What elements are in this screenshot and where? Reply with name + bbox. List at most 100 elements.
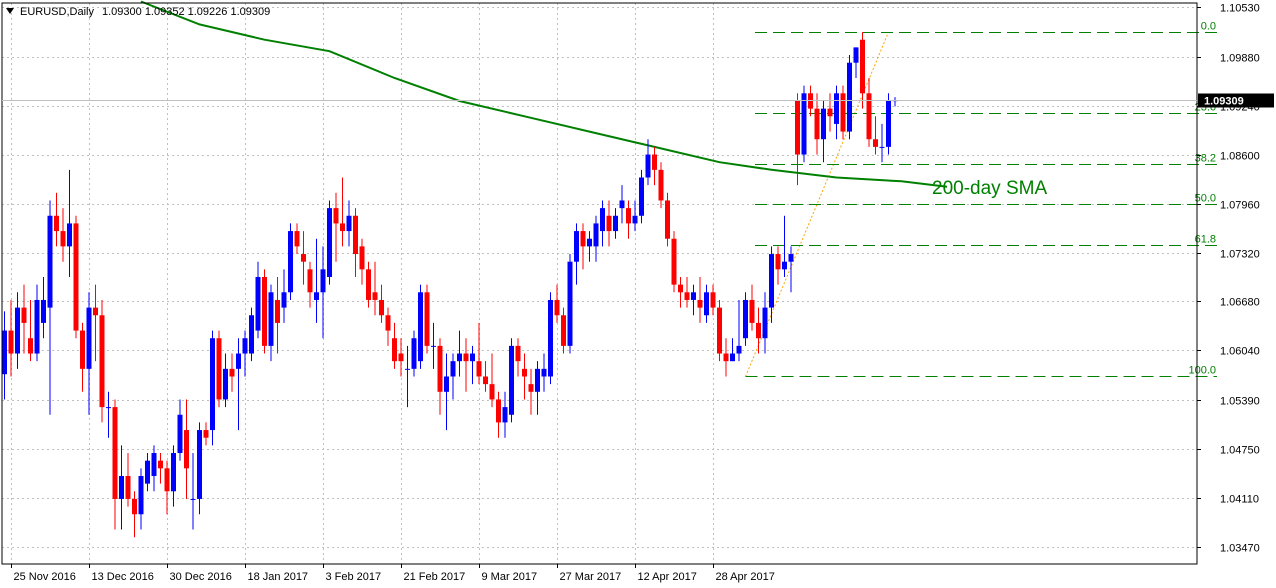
candle[interactable] xyxy=(574,223,579,285)
candle[interactable] xyxy=(548,292,553,385)
candle[interactable] xyxy=(535,361,540,415)
candle[interactable] xyxy=(268,284,274,362)
candle[interactable] xyxy=(795,93,800,186)
candle[interactable] xyxy=(613,208,618,239)
candle[interactable] xyxy=(710,284,716,316)
candle[interactable] xyxy=(431,322,436,369)
candle[interactable] xyxy=(736,299,742,362)
candle[interactable] xyxy=(704,284,709,323)
candle[interactable] xyxy=(353,208,358,277)
candle[interactable] xyxy=(86,292,92,415)
candle[interactable] xyxy=(41,276,46,339)
candle[interactable] xyxy=(717,299,722,362)
candle[interactable] xyxy=(60,208,66,262)
candle[interactable] xyxy=(788,246,794,293)
candle[interactable] xyxy=(249,307,254,362)
candle[interactable] xyxy=(255,261,261,339)
candle[interactable] xyxy=(892,97,898,107)
candle[interactable] xyxy=(749,284,755,331)
candle[interactable] xyxy=(203,422,209,446)
candle[interactable] xyxy=(379,284,384,323)
candle[interactable] xyxy=(821,100,826,163)
candle[interactable] xyxy=(359,238,365,285)
candle[interactable] xyxy=(840,85,846,140)
candle[interactable] xyxy=(561,307,566,354)
candle[interactable] xyxy=(411,330,417,377)
candle[interactable] xyxy=(678,276,683,308)
candle[interactable] xyxy=(528,368,534,415)
candle[interactable] xyxy=(184,399,189,499)
candle[interactable] xyxy=(470,345,475,385)
candle[interactable] xyxy=(197,422,202,515)
candle[interactable] xyxy=(814,93,820,155)
sma-line[interactable] xyxy=(140,0,948,188)
candle[interactable] xyxy=(67,169,72,277)
candle[interactable] xyxy=(769,246,774,323)
candle[interactable] xyxy=(580,223,586,270)
candle[interactable] xyxy=(190,453,196,530)
candle[interactable] xyxy=(54,192,59,247)
candle[interactable] xyxy=(34,284,40,362)
candle[interactable] xyxy=(275,276,280,354)
candle[interactable] xyxy=(346,200,352,247)
candle[interactable] xyxy=(522,353,527,400)
candle[interactable] xyxy=(132,491,137,538)
candle[interactable] xyxy=(15,292,20,369)
candle[interactable] xyxy=(216,330,222,408)
candle[interactable] xyxy=(294,223,300,255)
candle[interactable] xyxy=(483,361,488,392)
dropdown-triangle-icon[interactable] xyxy=(6,8,14,14)
candle[interactable] xyxy=(307,261,313,308)
candle[interactable] xyxy=(119,445,124,530)
candle[interactable] xyxy=(463,338,469,392)
candle[interactable] xyxy=(151,445,157,492)
candle[interactable] xyxy=(860,32,865,109)
candle[interactable] xyxy=(723,338,729,377)
candle[interactable] xyxy=(645,139,651,186)
candle[interactable] xyxy=(444,353,449,431)
candle[interactable] xyxy=(437,338,443,415)
candle[interactable] xyxy=(730,338,735,362)
candle[interactable] xyxy=(314,238,319,323)
candle[interactable] xyxy=(327,200,332,285)
candle[interactable] xyxy=(775,246,781,285)
candle[interactable] xyxy=(392,322,397,369)
candle[interactable] xyxy=(333,192,339,262)
candle[interactable] xyxy=(697,276,703,323)
candle[interactable] xyxy=(210,330,215,446)
candle[interactable] xyxy=(866,78,872,147)
candle[interactable] xyxy=(229,353,235,392)
candle[interactable] xyxy=(340,177,345,247)
candle[interactable] xyxy=(541,353,547,392)
candle[interactable] xyxy=(600,200,605,247)
candle[interactable] xyxy=(366,261,371,308)
candle[interactable] xyxy=(281,269,287,323)
candle[interactable] xyxy=(593,215,599,262)
candle[interactable] xyxy=(177,399,183,461)
candle[interactable] xyxy=(223,353,228,408)
candle[interactable] xyxy=(632,200,638,232)
candle[interactable] xyxy=(587,231,592,262)
candle[interactable] xyxy=(879,123,885,163)
candle[interactable] xyxy=(80,322,85,392)
candle[interactable] xyxy=(515,338,521,377)
candle[interactable] xyxy=(853,47,859,79)
candle[interactable] xyxy=(691,284,696,316)
candle[interactable] xyxy=(93,284,98,362)
candle[interactable] xyxy=(782,215,787,277)
candle[interactable] xyxy=(112,399,118,530)
candle[interactable] xyxy=(171,445,176,507)
candle[interactable] xyxy=(626,200,631,239)
candle[interactable] xyxy=(801,85,807,163)
candle[interactable] xyxy=(99,299,105,423)
candle[interactable] xyxy=(567,254,573,354)
candle[interactable] xyxy=(652,146,657,186)
candle[interactable] xyxy=(450,353,456,400)
candle[interactable] xyxy=(671,231,677,293)
candle[interactable] xyxy=(138,468,144,530)
candle[interactable] xyxy=(743,292,748,346)
candle[interactable] xyxy=(398,338,404,377)
candle[interactable] xyxy=(372,261,378,316)
candle[interactable] xyxy=(489,353,495,408)
